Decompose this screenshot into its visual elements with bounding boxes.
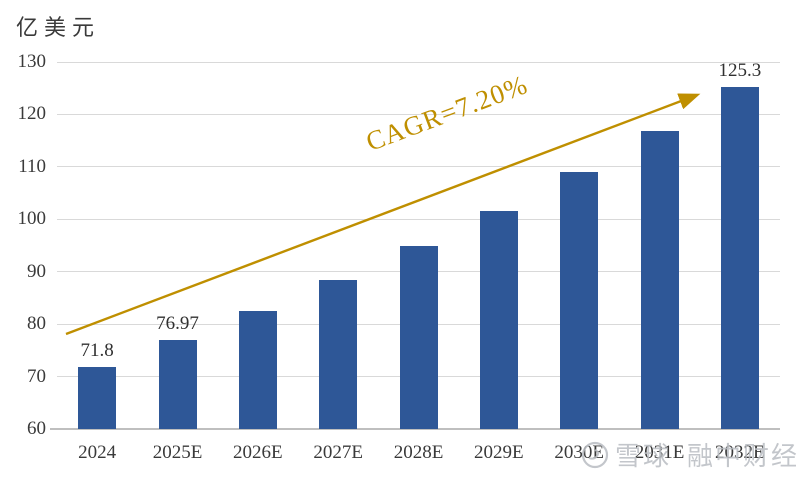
bar-value-label: 125.3	[718, 59, 762, 81]
watermark: 雪球 融中财经	[581, 436, 799, 473]
x-tick-label: 2029E	[474, 442, 524, 463]
watermark-text-rongzhong: 融中财经	[687, 442, 800, 471]
x-tick-label: 2032E	[715, 442, 765, 463]
y-tick-label: 90	[27, 260, 46, 282]
bar-2025E	[158, 340, 197, 429]
y-axis-unit-label: 亿美元	[16, 15, 101, 40]
x-axis-line	[50, 428, 780, 430]
bar-2024	[78, 367, 117, 429]
bar-value-label: 71.8	[80, 340, 114, 362]
bar-2031E	[640, 131, 679, 429]
bar-2028E	[399, 246, 438, 429]
x-tick-label: 2031E	[634, 442, 685, 463]
xueqiu-logo-icon	[581, 441, 609, 468]
bar-2029E	[479, 210, 518, 429]
watermark-text-xueqiu: 雪球	[615, 442, 672, 471]
y-tick-label: 100	[17, 208, 47, 230]
bar-value-label: 76.97	[156, 313, 199, 335]
bar-2027E	[319, 279, 358, 429]
x-tick-label: 2027E	[313, 442, 363, 463]
y-tick-label: 70	[27, 365, 46, 387]
y-tick-label: 120	[17, 103, 47, 125]
y-tick-label: 110	[18, 155, 46, 177]
x-tick-label: 2024	[78, 442, 117, 463]
y-tick-label: 80	[27, 313, 46, 335]
gridline	[57, 61, 780, 63]
x-tick-label: 2025E	[152, 442, 203, 463]
bar-2030E	[560, 172, 599, 429]
bar-2032E	[720, 86, 759, 429]
y-tick-label: 60	[27, 418, 46, 439]
x-tick-label: 2026E	[233, 442, 283, 463]
x-tick-label: 2028E	[393, 442, 444, 463]
y-tick-label: 130	[17, 51, 47, 72]
bar-2026E	[238, 310, 277, 429]
